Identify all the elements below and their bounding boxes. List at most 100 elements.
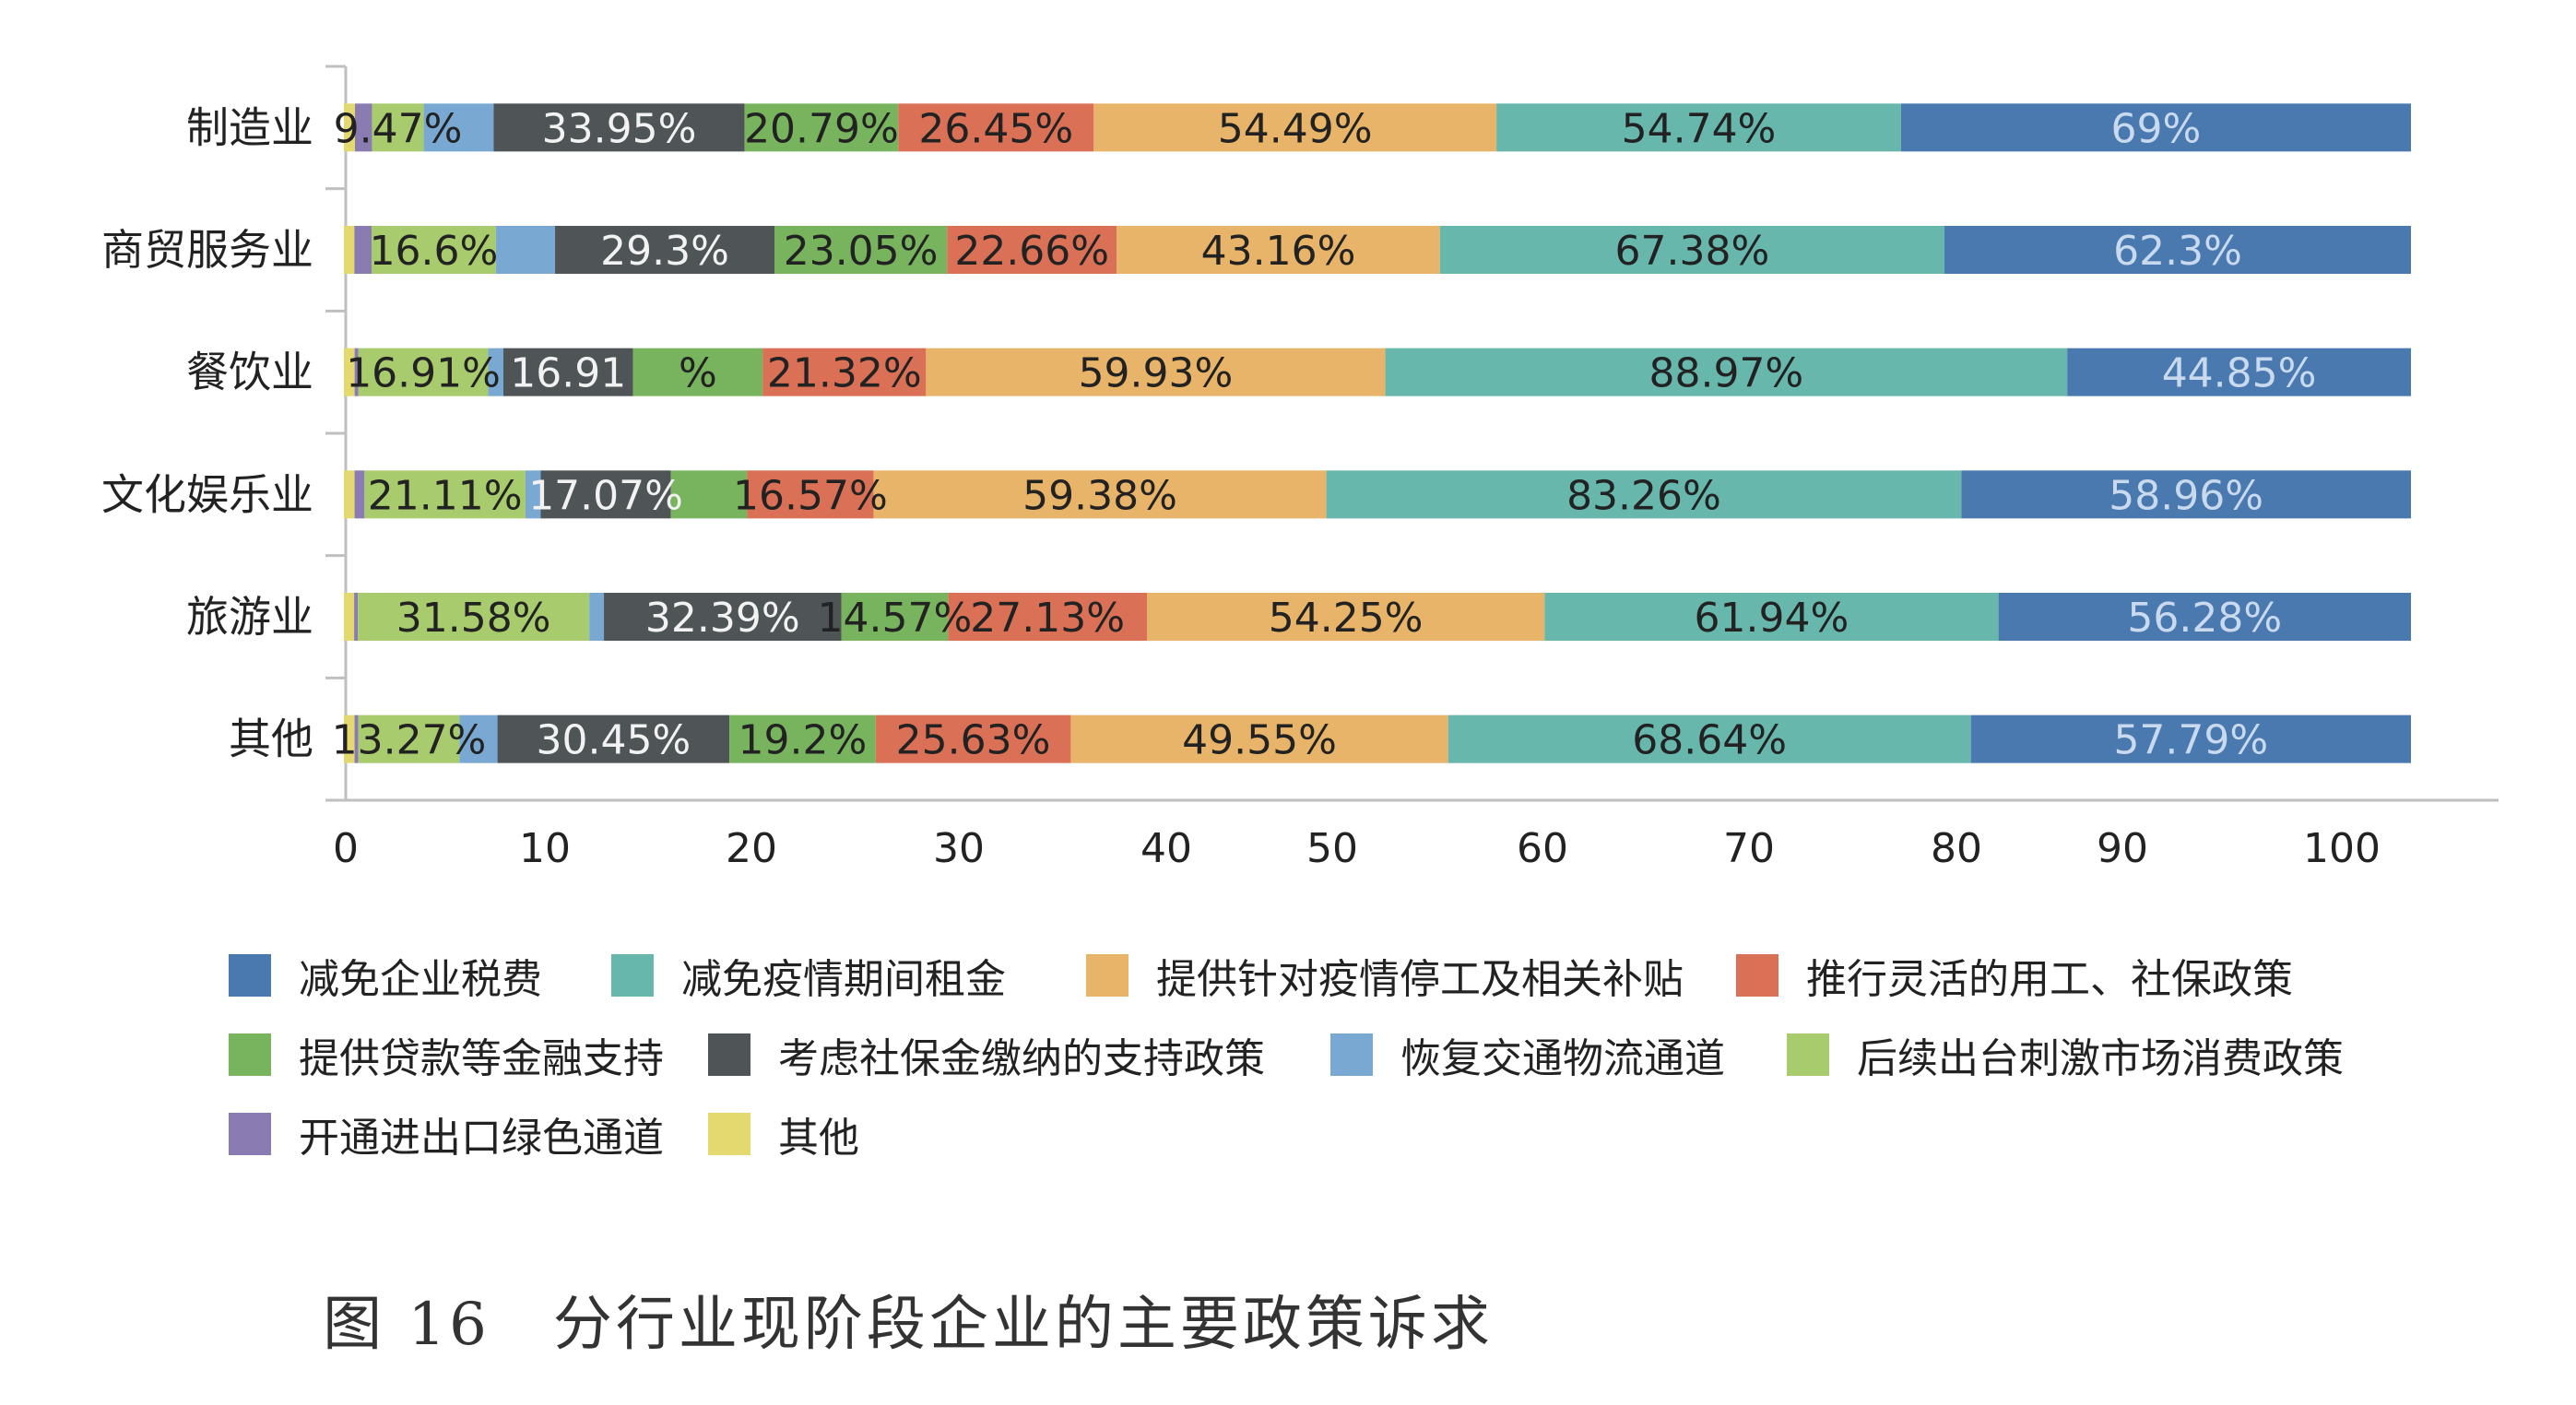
- bar-segment: [1439, 226, 1945, 274]
- legend-label: 减免企业税费: [299, 956, 542, 1003]
- data-label: 67.38%: [1615, 228, 1770, 275]
- bar-segment: [354, 348, 359, 396]
- bar-segment: [875, 714, 1071, 763]
- bar-segment: [502, 348, 633, 396]
- bar-segment: [1093, 103, 1497, 152]
- data-label: 29.3%: [600, 228, 729, 275]
- chart-bars: [344, 103, 2411, 763]
- legend-label: 提供贷款等金融支持: [299, 1035, 664, 1082]
- x-tick-label: 70: [1723, 825, 1775, 872]
- data-label: 54.74%: [1622, 105, 1777, 152]
- legend-swatch: [708, 1113, 750, 1155]
- data-label: 32.39%: [645, 595, 800, 642]
- bar-segment: [1117, 226, 1440, 274]
- bar-segment: [354, 714, 359, 763]
- bar-segment: [372, 226, 496, 274]
- data-label: 16.6%: [370, 228, 499, 275]
- data-label: 31.58%: [396, 595, 551, 642]
- data-label: 69%: [2111, 105, 2202, 152]
- data-label: 25.63%: [896, 717, 1051, 764]
- legend-swatch: [1736, 954, 1778, 997]
- data-label: 16.91: [510, 350, 626, 397]
- bar-segment: [1448, 714, 1971, 763]
- bar-segment: [1900, 103, 2411, 152]
- x-tick-label: 0: [333, 825, 359, 872]
- bar-segment: [358, 714, 460, 763]
- data-label: 33.95%: [542, 105, 697, 152]
- chart-segment-labels: 9.47% 33.95% 20.79% 26.45% 54.49% 54.74% 69% 16…: [332, 105, 2317, 763]
- x-tick-label: 80: [1931, 825, 1982, 872]
- bar-segment: [947, 226, 1117, 274]
- x-tick-label: 30: [933, 825, 985, 872]
- bar-segment: [873, 470, 1327, 519]
- data-label: 83.26%: [1566, 472, 1721, 519]
- bar-segment: [344, 103, 356, 152]
- legend-swatch: [229, 954, 271, 997]
- category-label: 文化娱乐业: [101, 469, 313, 519]
- x-tick-label: 40: [1140, 825, 1192, 872]
- data-label: 59.93%: [1079, 350, 1234, 397]
- x-tick-label: 50: [1306, 825, 1358, 872]
- bar-segment: [729, 714, 876, 763]
- bar-segment: [488, 348, 503, 396]
- data-label: 68.64%: [1632, 717, 1787, 764]
- bar-segment: [1385, 348, 2068, 396]
- legend-swatch: [1330, 1033, 1373, 1076]
- bar-segment: [540, 470, 671, 519]
- bar-segment: [926, 348, 1386, 396]
- data-label: 62.3%: [2113, 228, 2242, 275]
- data-label: 54.25%: [1269, 595, 1424, 642]
- bar-segment: [744, 103, 899, 152]
- x-tick-label: 20: [726, 825, 777, 872]
- data-label: 16.57%: [733, 472, 888, 519]
- data-label: 20.79%: [744, 105, 899, 152]
- data-label: 21.11%: [368, 472, 523, 519]
- bar-segment: [354, 593, 359, 641]
- data-label: 43.16%: [1201, 228, 1356, 275]
- legend-item: 其他: [708, 1108, 859, 1162]
- bar-segment: [493, 103, 745, 152]
- bar-segment: [344, 226, 355, 274]
- data-label: 21.32%: [767, 350, 922, 397]
- data-label: 9.47%: [334, 105, 463, 152]
- data-label: 44.85%: [2162, 350, 2317, 397]
- data-label: 30.45%: [536, 717, 691, 764]
- legend-item: 提供针对疫情停工及相关补贴: [1086, 950, 1684, 1003]
- legend-item: 减免企业税费: [229, 950, 542, 1003]
- bar-segment: [604, 593, 842, 641]
- bar-segment: [525, 470, 541, 519]
- legend-label: 后续出台刺激市场消费政策: [1857, 1035, 2344, 1082]
- category-label: 制造业: [186, 102, 313, 152]
- legend-item: 提供贷款等金融支持: [229, 1029, 664, 1082]
- bar-segment: [423, 103, 494, 152]
- chart-tick-labels: 0 10 20 30 40 50 60 70 80 90 100: [333, 825, 2381, 872]
- bar-segment: [632, 348, 763, 396]
- data-label: 19.2%: [739, 717, 868, 764]
- legend-item: 后续出台刺激市场消费政策: [1787, 1029, 2344, 1082]
- data-label: 13.27%: [332, 717, 487, 764]
- data-label: 59.38%: [1022, 472, 1177, 519]
- bar-segment: [589, 593, 605, 641]
- bar-segment: [497, 714, 730, 763]
- data-label: 27.13%: [970, 595, 1125, 642]
- data-label: 88.97%: [1648, 350, 1803, 397]
- bar-segment: [495, 226, 556, 274]
- x-tick-label: 90: [2097, 825, 2148, 872]
- legend-swatch: [1787, 1033, 1829, 1076]
- bar-segment: [344, 714, 355, 763]
- data-label: %: [679, 350, 717, 397]
- legend-label: 其他: [778, 1115, 859, 1162]
- category-label: 其他: [229, 714, 313, 764]
- bar-segment: [841, 593, 949, 641]
- data-label: 61.94%: [1695, 595, 1849, 642]
- bar-segment: [364, 470, 526, 519]
- bar-segment: [2067, 348, 2411, 396]
- bar-segment: [762, 348, 927, 396]
- bar-segment: [747, 470, 874, 519]
- data-label: 22.66%: [954, 228, 1109, 275]
- bar-segment: [358, 593, 590, 641]
- x-tick-label: 10: [519, 825, 571, 872]
- data-label: 17.07%: [528, 472, 683, 519]
- bar-segment: [1326, 470, 1962, 519]
